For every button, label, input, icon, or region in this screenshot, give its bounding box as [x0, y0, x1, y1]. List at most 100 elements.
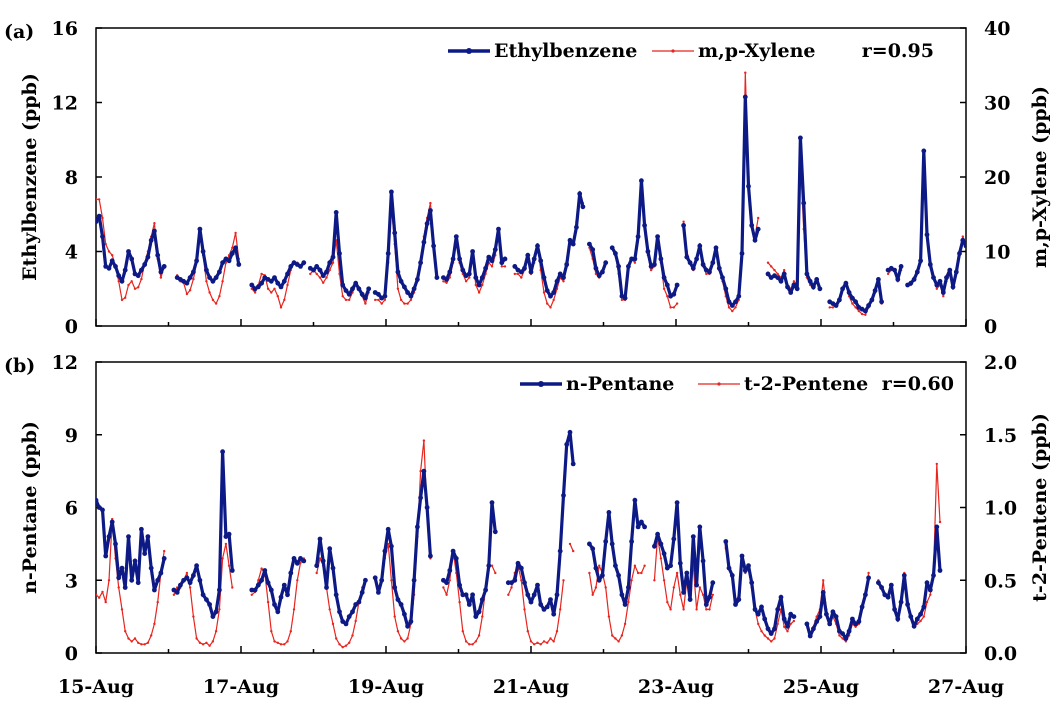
data-point: [935, 287, 938, 290]
data-point: [694, 582, 699, 588]
data-point: [526, 630, 529, 633]
data-point: [124, 630, 127, 633]
data-point: [127, 637, 130, 640]
data-point: [395, 597, 401, 602]
data-point: [535, 243, 540, 249]
data-point: [515, 560, 521, 566]
data-point: [604, 586, 607, 589]
data-point: [325, 276, 328, 279]
data-point: [320, 273, 326, 279]
data-point: [773, 268, 776, 272]
data-point: [627, 600, 630, 604]
data-point: [503, 265, 507, 268]
series-line: [172, 450, 234, 619]
data-point: [126, 534, 131, 539]
data-point: [340, 282, 346, 288]
data-point: [268, 278, 274, 284]
data-point: [785, 623, 790, 629]
data-point: [674, 282, 680, 288]
data-point: [919, 619, 922, 623]
data-point: [221, 280, 224, 283]
data-point: [827, 621, 833, 627]
data-point: [479, 597, 485, 602]
data-point: [272, 275, 277, 280]
data-point: [895, 277, 901, 282]
data-point: [593, 565, 599, 571]
data-point: [208, 291, 211, 294]
data-point: [398, 278, 404, 284]
data-point: [132, 558, 138, 564]
data-point: [126, 249, 131, 254]
data-point: [288, 570, 294, 576]
series-line: [513, 192, 585, 298]
data-point: [713, 245, 719, 251]
x-tick-label: 27-Aug: [928, 676, 1004, 698]
data-point: [549, 306, 552, 309]
data-point: [161, 556, 167, 561]
data-point: [700, 262, 706, 267]
data-point: [143, 643, 146, 646]
data-point: [562, 280, 565, 283]
data-point: [124, 296, 127, 299]
data-point: [218, 608, 221, 611]
data-point: [831, 306, 835, 309]
data-point: [194, 258, 200, 264]
legend-marker: [671, 49, 675, 53]
y-tick-label: 6: [65, 498, 78, 520]
data-point: [448, 579, 451, 582]
data-point: [481, 615, 484, 618]
data-point: [607, 615, 611, 618]
data-point: [489, 500, 495, 505]
data-point: [457, 256, 462, 262]
data-point: [492, 529, 498, 535]
data-point: [633, 261, 637, 264]
data-point: [882, 592, 888, 598]
data-point: [766, 637, 770, 640]
data-point: [372, 575, 378, 581]
data-point: [278, 594, 284, 600]
series-m-p-xylene: [96, 71, 966, 316]
data-point: [853, 621, 858, 627]
data-point: [559, 608, 562, 611]
data-point: [645, 249, 651, 254]
data-point: [390, 579, 393, 582]
data-point: [629, 256, 634, 262]
data-point: [224, 542, 228, 546]
data-point: [468, 643, 471, 646]
data-point: [707, 594, 712, 600]
data-point: [377, 298, 380, 302]
data-point: [276, 641, 279, 644]
data-point: [259, 577, 264, 583]
data-point: [211, 298, 215, 302]
data-point: [337, 251, 342, 256]
data-point: [171, 587, 177, 593]
data-point: [652, 543, 657, 549]
data-point: [885, 594, 891, 600]
data-point: [746, 183, 751, 189]
series-n-pentane: [96, 429, 943, 641]
data-point: [285, 592, 290, 598]
series-line: [251, 558, 305, 645]
data-point: [536, 641, 539, 644]
series-line: [176, 227, 241, 285]
data-point: [655, 234, 660, 240]
data-point: [749, 580, 755, 586]
data-point: [772, 626, 777, 632]
data-point: [752, 237, 758, 243]
data-point: [317, 536, 323, 542]
data-point: [421, 468, 427, 474]
data-point: [382, 293, 388, 299]
data-point: [150, 634, 153, 637]
data-point: [603, 260, 609, 266]
data-point: [953, 269, 959, 275]
data-point: [520, 276, 523, 279]
data-point: [672, 306, 675, 309]
data-point: [822, 579, 825, 582]
data-point: [346, 291, 352, 297]
data-point: [760, 630, 763, 633]
data-point: [749, 223, 755, 228]
data-point: [762, 616, 768, 622]
correlation-annotation: r=0.60: [882, 373, 954, 395]
data-point: [314, 563, 320, 569]
data-point: [461, 630, 464, 633]
